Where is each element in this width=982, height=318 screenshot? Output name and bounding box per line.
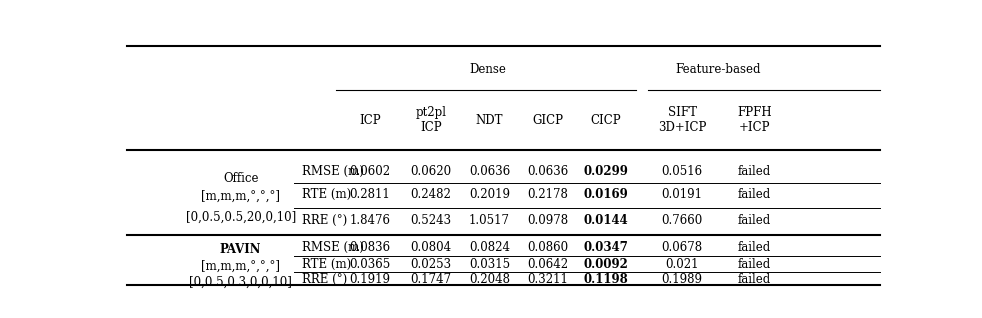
Text: RTE (m): RTE (m) [301, 188, 351, 201]
Text: 0.0836: 0.0836 [350, 241, 391, 254]
Text: CICP: CICP [591, 114, 622, 127]
Text: [m,m,m,°,°,°]: [m,m,m,°,°,°] [201, 259, 280, 273]
Text: failed: failed [737, 273, 771, 286]
Text: 0.0144: 0.0144 [583, 214, 628, 227]
Text: FPFH
+ICP: FPFH +ICP [737, 106, 772, 134]
Text: 0.2811: 0.2811 [350, 188, 391, 201]
Text: 0.1198: 0.1198 [583, 273, 628, 286]
Text: failed: failed [737, 241, 771, 254]
Text: pt2pl
ICP: pt2pl ICP [415, 106, 447, 134]
Text: 1.8476: 1.8476 [350, 214, 391, 227]
Text: NDT: NDT [476, 114, 504, 127]
Text: 0.0092: 0.0092 [583, 258, 628, 271]
Text: RRE (°): RRE (°) [301, 214, 347, 227]
Text: RMSE (m): RMSE (m) [301, 165, 363, 178]
Text: 0.0602: 0.0602 [350, 165, 391, 178]
Text: 0.2019: 0.2019 [469, 188, 510, 201]
Text: [0,0.5,0.5,20,0,10]: [0,0.5,0.5,20,0,10] [186, 211, 296, 224]
Text: 0.0169: 0.0169 [583, 188, 628, 201]
Text: RRE (°): RRE (°) [301, 273, 347, 286]
Text: 0.0636: 0.0636 [469, 165, 511, 178]
Text: 0.2482: 0.2482 [410, 188, 452, 201]
Text: 0.021: 0.021 [666, 258, 699, 271]
Text: 0.0636: 0.0636 [526, 165, 568, 178]
Text: Dense: Dense [469, 64, 507, 77]
Text: 0.2048: 0.2048 [469, 273, 510, 286]
Text: Office: Office [223, 172, 258, 185]
Text: 0.0365: 0.0365 [350, 258, 391, 271]
Text: failed: failed [737, 165, 771, 178]
Text: 0.1747: 0.1747 [410, 273, 452, 286]
Text: 0.5243: 0.5243 [410, 214, 452, 227]
Text: RMSE (m): RMSE (m) [301, 241, 363, 254]
Text: 1.0517: 1.0517 [469, 214, 510, 227]
Text: 0.0642: 0.0642 [527, 258, 568, 271]
Text: 0.1989: 0.1989 [662, 273, 703, 286]
Text: 0.3211: 0.3211 [527, 273, 568, 286]
Text: 0.0347: 0.0347 [583, 241, 628, 254]
Text: SIFT
3D+ICP: SIFT 3D+ICP [658, 106, 706, 134]
Text: RTE (m): RTE (m) [301, 258, 351, 271]
Text: [0,0.5,0.3,0,0,10]: [0,0.5,0.3,0,0,10] [190, 275, 293, 288]
Text: 0.0860: 0.0860 [527, 241, 568, 254]
Text: 0.0978: 0.0978 [527, 214, 568, 227]
Text: GICP: GICP [532, 114, 563, 127]
Text: 0.7660: 0.7660 [662, 214, 703, 227]
Text: failed: failed [737, 188, 771, 201]
Text: 0.0804: 0.0804 [410, 241, 452, 254]
Text: 0.0315: 0.0315 [469, 258, 510, 271]
Text: 0.0620: 0.0620 [410, 165, 452, 178]
Text: 0.0191: 0.0191 [662, 188, 703, 201]
Text: failed: failed [737, 214, 771, 227]
Text: 0.0824: 0.0824 [469, 241, 510, 254]
Text: 0.0299: 0.0299 [583, 165, 628, 178]
Text: failed: failed [737, 258, 771, 271]
Text: ICP: ICP [359, 114, 381, 127]
Text: 0.0678: 0.0678 [662, 241, 703, 254]
Text: [m,m,m,°,°,°]: [m,m,m,°,°,°] [201, 190, 280, 203]
Text: 0.0253: 0.0253 [410, 258, 452, 271]
Text: 0.1919: 0.1919 [350, 273, 391, 286]
Text: PAVIN: PAVIN [220, 244, 261, 256]
Text: Feature-based: Feature-based [676, 64, 761, 77]
Text: 0.2178: 0.2178 [527, 188, 568, 201]
Text: 0.0516: 0.0516 [662, 165, 703, 178]
